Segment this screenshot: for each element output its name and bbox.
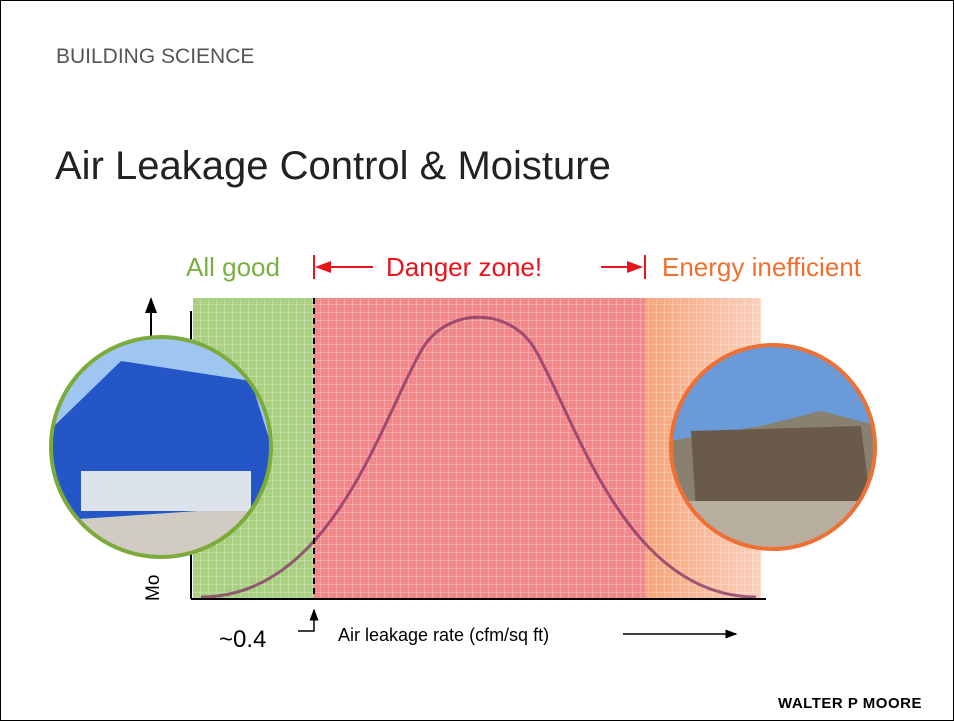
right-photo bbox=[669, 343, 879, 553]
y-axis-label: Mo bbox=[143, 575, 164, 601]
footer-logo: WALTER P MOORE bbox=[778, 695, 922, 712]
zone-label: Energy inefficient bbox=[662, 252, 862, 282]
threshold-label: ~0.4 bbox=[219, 626, 266, 653]
x-axis-label: Air leakage rate (cfm/sq ft) bbox=[338, 625, 549, 645]
slide-canvas: BUILDING SCIENCE Air Leakage Control & M… bbox=[1, 1, 953, 720]
section-label: BUILDING SCIENCE bbox=[56, 45, 254, 68]
slide-title: Air Leakage Control & Moisture bbox=[55, 144, 611, 188]
zone-label: All good bbox=[186, 252, 280, 282]
slide: BUILDING SCIENCE Air Leakage Control & M… bbox=[0, 0, 954, 721]
zone-label: Danger zone! bbox=[386, 252, 542, 282]
threshold-pointer bbox=[298, 610, 314, 631]
